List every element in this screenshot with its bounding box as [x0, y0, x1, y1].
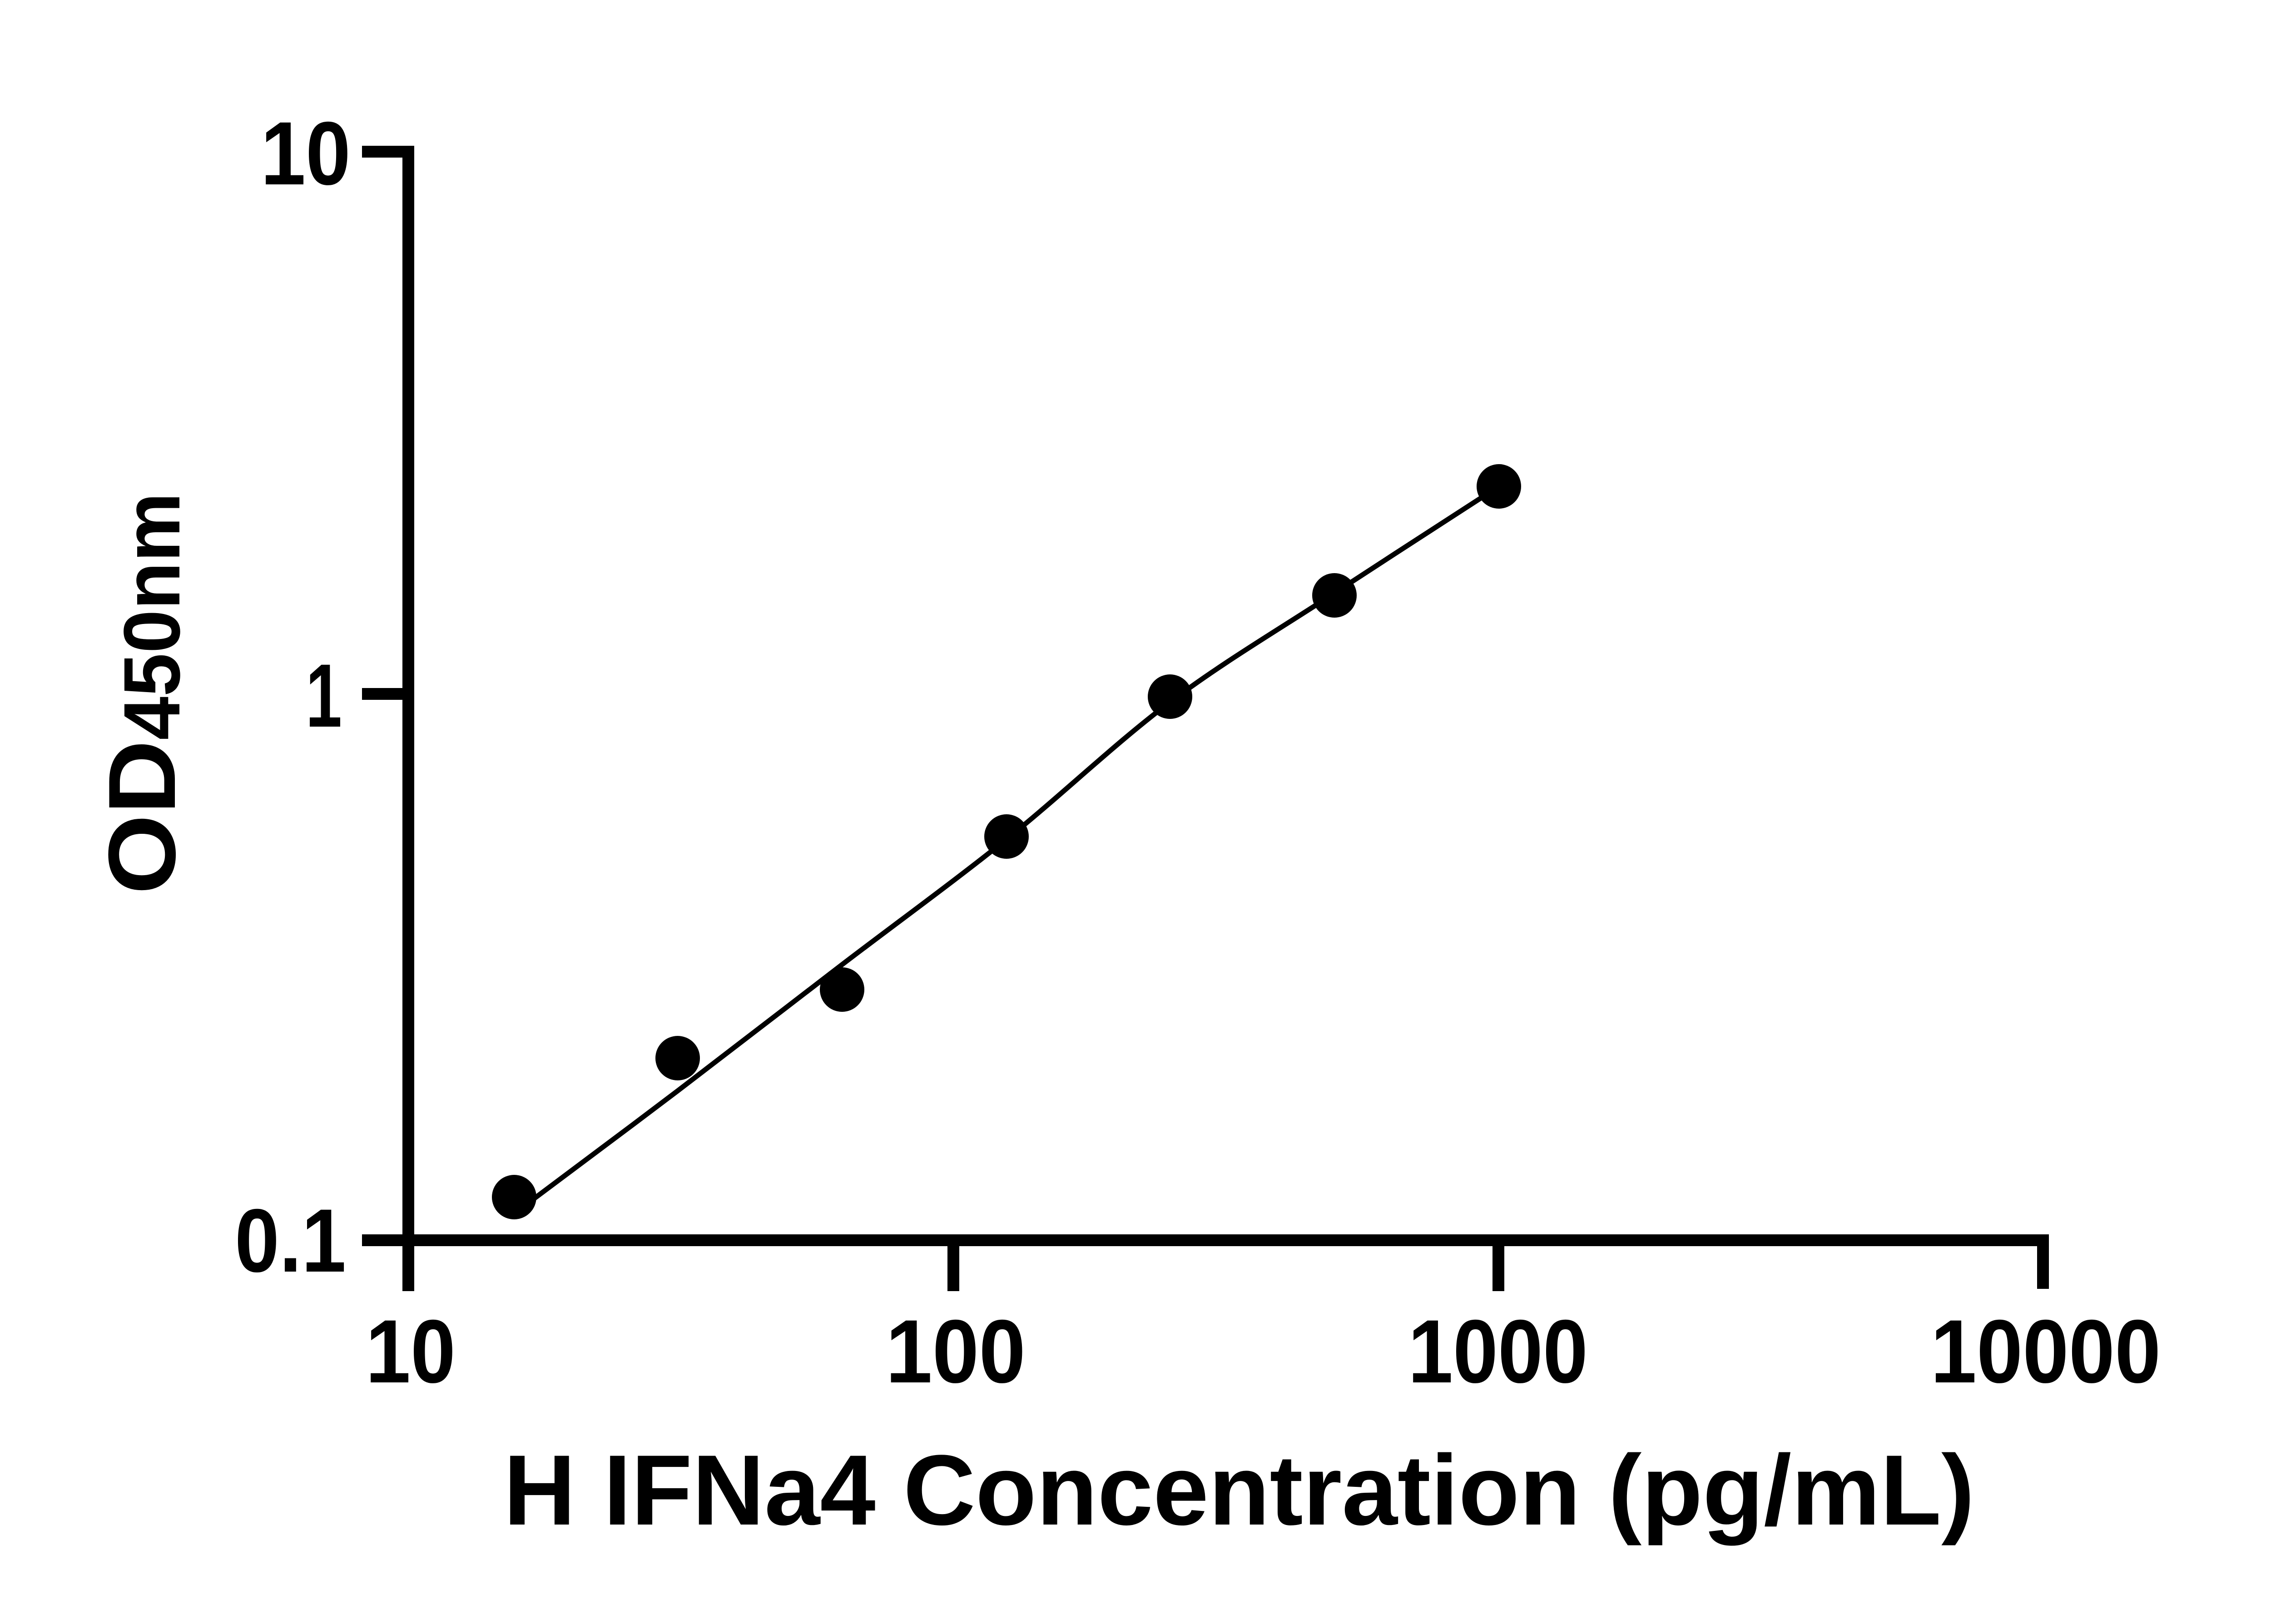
svg-text:10: 10	[366, 1301, 456, 1401]
svg-text:1000: 1000	[1408, 1301, 1588, 1401]
svg-text:100: 100	[886, 1301, 1026, 1401]
svg-text:OD450nm: OD450nm	[89, 493, 197, 895]
svg-text:0.1: 0.1	[235, 1190, 346, 1291]
svg-text:1: 1	[306, 645, 342, 746]
svg-text:H IFNa4 Concentration (pg/mL): H IFNa4 Concentration (pg/mL)	[504, 1434, 1975, 1546]
svg-text:10000: 10000	[1931, 1301, 2161, 1401]
svg-text:10: 10	[261, 103, 351, 203]
